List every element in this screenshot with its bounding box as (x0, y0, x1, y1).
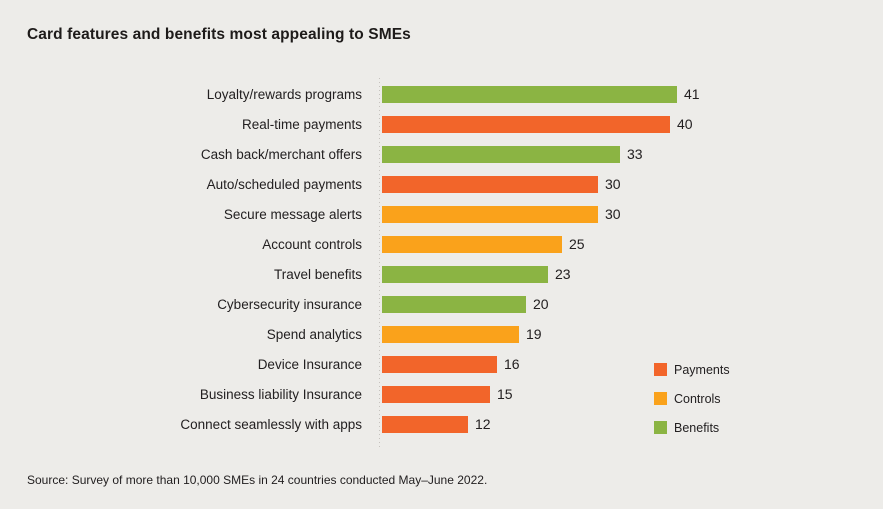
chart-row: Auto/scheduled payments 30 (0, 169, 883, 199)
bar-track: 40 (382, 115, 693, 133)
value-label: 16 (504, 356, 520, 372)
bar-track: 41 (382, 85, 700, 103)
chart-row: Real-time payments 40 (0, 109, 883, 139)
bar-benefits (382, 145, 620, 163)
value-label: 30 (605, 206, 621, 222)
value-label: 30 (605, 176, 621, 192)
chart-row: Device Insurance 16 (0, 349, 883, 379)
category-label: Real-time payments (241, 116, 362, 132)
chart-row: Spend analytics 19 (0, 319, 883, 349)
bar-track: 20 (382, 295, 549, 313)
bar-payments (382, 175, 598, 193)
chart-row: Connect seamlessly with apps 12 (0, 409, 883, 439)
chart-row: Secure message alerts 30 (0, 199, 883, 229)
value-label: 41 (684, 86, 700, 102)
category-label: Auto/scheduled payments (206, 176, 362, 192)
bar-payments (382, 115, 670, 133)
bar-payments (382, 385, 490, 403)
bar-track: 30 (382, 175, 621, 193)
bar-benefits (382, 265, 548, 283)
value-label: 12 (475, 416, 491, 432)
value-label: 15 (497, 386, 513, 402)
chart-row: Loyalty/rewards programs 41 (0, 79, 883, 109)
category-label: Business liability Insurance (199, 386, 362, 402)
bar-track: 19 (382, 325, 542, 343)
bar-payments (382, 355, 497, 373)
axis-baseline (379, 78, 380, 449)
value-label: 19 (526, 326, 542, 342)
bar-benefits (382, 85, 677, 103)
category-label: Connect seamlessly with apps (180, 416, 362, 432)
value-label: 20 (533, 296, 549, 312)
bar-track: 16 (382, 355, 520, 373)
chart-row: Account controls 25 (0, 229, 883, 259)
category-label: Device Insurance (257, 356, 362, 372)
category-label: Account controls (262, 236, 362, 252)
category-label: Spend analytics (266, 326, 362, 342)
chart-row: Cybersecurity insurance 20 (0, 289, 883, 319)
chart-row: Travel benefits 23 (0, 259, 883, 289)
value-label: 40 (677, 116, 693, 132)
bar-controls (382, 325, 519, 343)
bar-track: 15 (382, 385, 513, 403)
legend-swatch-benefits (654, 421, 667, 434)
bar-benefits (382, 295, 526, 313)
legend-item-controls: Controls (654, 384, 730, 413)
chart-title: Card features and benefits most appealin… (27, 26, 411, 43)
legend: Payments Controls Benefits (654, 355, 730, 442)
chart-row: Cash back/merchant offers 33 (0, 139, 883, 169)
legend-label: Controls (674, 391, 721, 406)
bar-controls (382, 235, 562, 253)
chart-row: Business liability Insurance 15 (0, 379, 883, 409)
legend-label: Payments (674, 362, 730, 377)
bar-track: 23 (382, 265, 571, 283)
legend-swatch-controls (654, 392, 667, 405)
bar-payments (382, 415, 468, 433)
bar-track: 33 (382, 145, 643, 163)
value-label: 33 (627, 146, 643, 162)
legend-label: Benefits (674, 420, 720, 435)
legend-swatch-payments (654, 363, 667, 376)
bar-track: 25 (382, 235, 585, 253)
legend-item-benefits: Benefits (654, 413, 730, 442)
category-label: Travel benefits (273, 266, 362, 282)
category-label: Loyalty/rewards programs (206, 86, 362, 102)
category-label: Cybersecurity insurance (217, 296, 362, 312)
category-label: Cash back/merchant offers (200, 146, 362, 162)
category-label: Secure message alerts (223, 206, 362, 222)
bar-track: 12 (382, 415, 491, 433)
bar-track: 30 (382, 205, 621, 223)
source-note: Source: Survey of more than 10,000 SMEs … (27, 473, 488, 487)
bar-controls (382, 205, 598, 223)
value-label: 25 (569, 236, 585, 252)
value-label: 23 (555, 266, 571, 282)
legend-item-payments: Payments (654, 355, 730, 384)
bar-chart: Loyalty/rewards programs 41 Real-time paym… (0, 79, 883, 439)
